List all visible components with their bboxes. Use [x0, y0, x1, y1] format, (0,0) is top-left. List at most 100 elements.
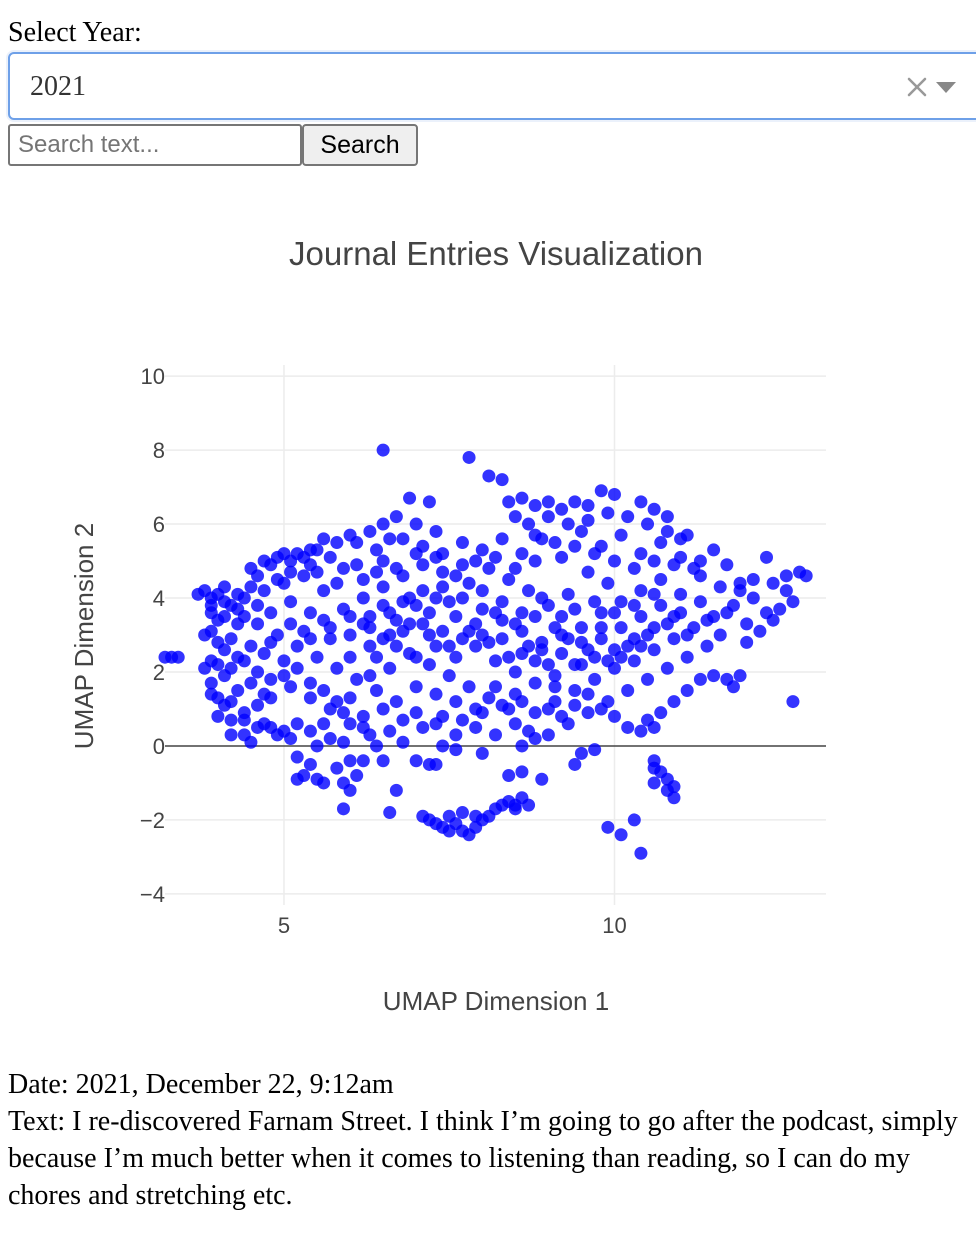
data-point[interactable] [409, 598, 423, 612]
data-point[interactable] [303, 724, 317, 738]
data-point[interactable] [528, 676, 542, 690]
data-point[interactable] [687, 561, 701, 575]
clear-icon[interactable] [902, 72, 932, 102]
year-dropdown[interactable]: 2021 [8, 52, 976, 120]
data-point[interactable] [489, 654, 502, 668]
data-point[interactable] [455, 591, 469, 605]
data-point[interactable] [720, 558, 734, 572]
data-point[interactable] [654, 536, 668, 550]
data-point[interactable] [429, 591, 443, 605]
data-point[interactable] [376, 702, 390, 716]
data-point[interactable] [475, 628, 489, 642]
data-point[interactable] [436, 624, 450, 638]
data-point[interactable] [469, 617, 483, 631]
data-point[interactable] [733, 669, 747, 683]
data-point[interactable] [330, 661, 344, 675]
data-point[interactable] [535, 591, 549, 605]
data-point[interactable] [508, 510, 522, 524]
data-point[interactable] [251, 617, 265, 631]
data-point[interactable] [502, 650, 516, 664]
data-point[interactable] [270, 728, 284, 742]
data-point[interactable] [370, 650, 384, 664]
data-point[interactable] [647, 621, 661, 635]
data-point[interactable] [290, 639, 304, 653]
data-point[interactable] [370, 739, 384, 753]
data-point[interactable] [211, 658, 225, 672]
data-point[interactable] [264, 672, 278, 686]
data-point[interactable] [667, 610, 681, 624]
data-point[interactable] [614, 650, 628, 664]
data-point[interactable] [389, 561, 403, 575]
data-point[interactable] [270, 573, 284, 587]
data-point[interactable] [601, 820, 615, 834]
data-point[interactable] [363, 639, 377, 653]
data-point[interactable] [396, 532, 410, 546]
data-point[interactable] [528, 499, 542, 513]
data-point[interactable] [310, 650, 324, 664]
data-point[interactable] [786, 595, 800, 609]
data-point[interactable] [746, 591, 760, 605]
data-point[interactable] [211, 709, 225, 723]
data-point[interactable] [660, 510, 674, 524]
data-point[interactable] [455, 536, 469, 550]
data-point[interactable] [522, 798, 536, 812]
data-point[interactable] [680, 650, 694, 664]
data-point[interactable] [343, 691, 357, 705]
data-point[interactable] [284, 565, 298, 579]
data-point[interactable] [449, 650, 463, 664]
data-point[interactable] [389, 510, 403, 524]
data-point[interactable] [581, 499, 595, 513]
data-point[interactable] [297, 569, 311, 583]
data-point[interactable] [647, 643, 661, 657]
data-point[interactable] [403, 491, 417, 505]
data-point[interactable] [522, 584, 536, 598]
data-point[interactable] [693, 595, 707, 609]
data-point[interactable] [290, 772, 304, 786]
data-point[interactable] [594, 702, 608, 716]
data-point[interactable] [555, 628, 569, 642]
data-point[interactable] [290, 717, 304, 731]
data-point[interactable] [449, 610, 463, 624]
data-point[interactable] [508, 561, 522, 575]
data-point[interactable] [436, 580, 450, 594]
data-point[interactable] [654, 598, 668, 612]
data-point[interactable] [469, 809, 483, 823]
data-point[interactable] [416, 584, 430, 598]
data-point[interactable] [601, 576, 615, 590]
data-point[interactable] [264, 606, 278, 620]
data-point[interactable] [726, 680, 740, 694]
data-point[interactable] [621, 720, 635, 734]
data-point[interactable] [330, 576, 344, 590]
data-point[interactable] [317, 532, 331, 546]
data-point[interactable] [647, 720, 661, 734]
data-point[interactable] [634, 610, 648, 624]
data-point[interactable] [574, 524, 588, 538]
data-point[interactable] [528, 528, 542, 542]
data-point[interactable] [363, 669, 377, 683]
data-point[interactable] [654, 573, 668, 587]
data-point[interactable] [422, 658, 436, 672]
data-point[interactable] [350, 558, 364, 572]
data-point[interactable] [231, 650, 245, 664]
data-point[interactable] [336, 706, 350, 720]
data-point[interactable] [396, 713, 410, 727]
data-point[interactable] [641, 672, 655, 686]
data-point[interactable] [244, 561, 258, 575]
data-point[interactable] [495, 595, 509, 609]
data-point[interactable] [231, 587, 245, 601]
data-point[interactable] [799, 569, 813, 583]
data-point[interactable] [356, 709, 370, 723]
data-point[interactable] [528, 554, 542, 568]
data-point[interactable] [555, 610, 569, 624]
data-point[interactable] [343, 650, 357, 664]
data-point[interactable] [343, 717, 357, 731]
data-point[interactable] [231, 683, 245, 697]
data-point[interactable] [317, 683, 331, 697]
data-point[interactable] [409, 680, 423, 694]
data-point[interactable] [489, 680, 502, 694]
data-point[interactable] [634, 584, 648, 598]
data-point[interactable] [323, 732, 337, 746]
data-point[interactable] [475, 543, 489, 557]
chevron-down-icon[interactable] [936, 82, 956, 93]
data-point[interactable] [442, 809, 456, 823]
